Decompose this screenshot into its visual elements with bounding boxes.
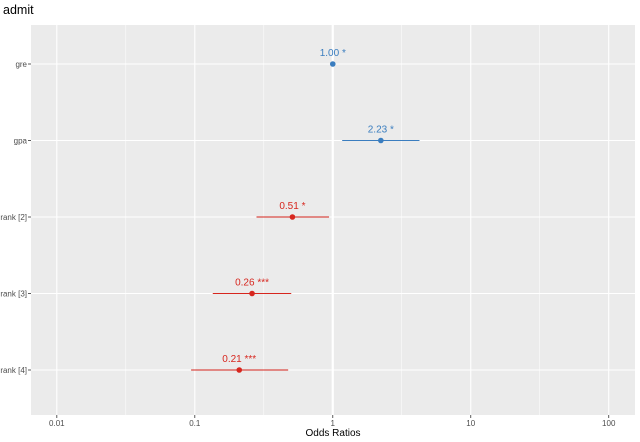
estimate-point-1 (329, 61, 336, 67)
x-tick-label: 100 (602, 419, 616, 428)
x-tick-label: 0.01 (49, 419, 65, 428)
y-tick-label: rank [2] (0, 213, 27, 222)
y-axis-ticks: gre gpa rank [2] rank [3] rank [4] (0, 60, 31, 375)
value-label-4: 0.26 *** (235, 278, 269, 289)
y-tick-label: gpa (14, 137, 28, 146)
x-tick-label: 0.1 (189, 419, 201, 428)
y-tick-label: rank [4] (0, 366, 27, 375)
estimate-point-4 (249, 290, 255, 297)
value-label-2: 2.23 * (368, 125, 394, 136)
value-label-5: 0.21 *** (222, 354, 256, 365)
estimate-points (236, 61, 384, 373)
x-tick-label: 1 (331, 419, 336, 428)
chart-title: admit (3, 3, 34, 17)
y-tick-label: gre (15, 60, 27, 69)
value-label-1: 1.00 * (320, 48, 346, 59)
value-label-3: 0.51 * (279, 201, 305, 212)
x-axis-title: Odds Ratios (305, 428, 360, 439)
y-tick-label: rank [3] (0, 290, 27, 299)
x-tick-label: 10 (466, 419, 475, 428)
estimate-point-2 (378, 137, 384, 144)
estimate-point-5 (236, 367, 243, 373)
value-labels: 1.00 * 2.23 * 0.51 * 0.26 *** 0.21 *** (222, 48, 394, 365)
x-axis-ticks: 0.01 0.1 1 10 100 (49, 415, 616, 428)
estimate-point-3 (289, 214, 296, 220)
